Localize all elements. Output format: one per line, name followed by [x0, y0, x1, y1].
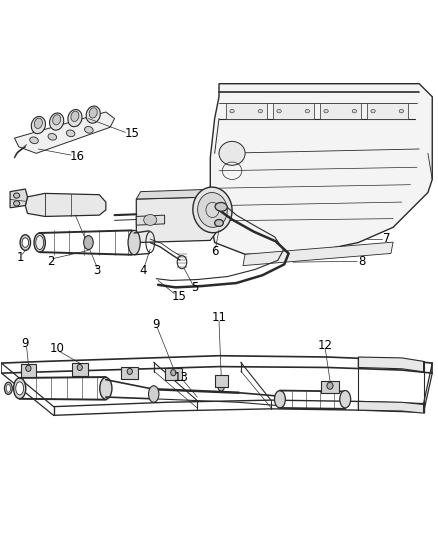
Polygon shape	[320, 103, 361, 118]
Text: 16: 16	[70, 150, 85, 163]
Polygon shape	[358, 357, 424, 372]
Ellipse shape	[31, 116, 46, 134]
Polygon shape	[226, 103, 267, 118]
Ellipse shape	[324, 109, 328, 113]
Polygon shape	[243, 242, 393, 265]
Text: 11: 11	[212, 311, 226, 325]
Ellipse shape	[68, 109, 82, 127]
Ellipse shape	[36, 236, 44, 249]
Text: 15: 15	[124, 127, 139, 140]
Ellipse shape	[218, 384, 224, 391]
Ellipse shape	[77, 365, 82, 370]
Ellipse shape	[49, 113, 64, 130]
Ellipse shape	[20, 235, 31, 251]
Ellipse shape	[352, 109, 357, 113]
Ellipse shape	[171, 370, 176, 376]
Text: 13: 13	[174, 371, 189, 384]
Ellipse shape	[84, 236, 93, 249]
Polygon shape	[215, 375, 228, 387]
Ellipse shape	[22, 238, 28, 247]
Polygon shape	[21, 364, 36, 377]
Ellipse shape	[26, 365, 31, 372]
Ellipse shape	[230, 109, 234, 113]
Ellipse shape	[148, 386, 159, 402]
Polygon shape	[25, 193, 106, 216]
Polygon shape	[165, 368, 182, 380]
Text: 9: 9	[152, 318, 159, 331]
Text: 15: 15	[172, 289, 187, 303]
Polygon shape	[210, 84, 432, 254]
Polygon shape	[121, 367, 138, 379]
Polygon shape	[136, 215, 165, 225]
Ellipse shape	[66, 130, 75, 136]
Polygon shape	[72, 363, 88, 376]
Ellipse shape	[340, 391, 351, 408]
Ellipse shape	[198, 192, 227, 227]
Text: 6: 6	[211, 245, 219, 258]
Ellipse shape	[16, 382, 24, 395]
Ellipse shape	[14, 193, 20, 198]
Ellipse shape	[100, 377, 112, 399]
Ellipse shape	[305, 109, 310, 113]
Polygon shape	[358, 401, 424, 413]
Ellipse shape	[144, 214, 157, 225]
Ellipse shape	[258, 109, 262, 113]
Ellipse shape	[219, 141, 245, 165]
Text: 2: 2	[47, 255, 54, 268]
Ellipse shape	[34, 118, 42, 128]
Text: 5: 5	[191, 281, 199, 294]
Text: 4: 4	[139, 264, 147, 277]
Ellipse shape	[6, 384, 11, 392]
Polygon shape	[367, 103, 408, 118]
Ellipse shape	[193, 187, 232, 233]
Ellipse shape	[30, 137, 38, 143]
Ellipse shape	[86, 106, 100, 123]
Polygon shape	[272, 103, 314, 118]
Text: 10: 10	[49, 342, 64, 355]
Ellipse shape	[48, 133, 57, 140]
Ellipse shape	[371, 109, 375, 113]
Ellipse shape	[14, 378, 26, 399]
Ellipse shape	[215, 203, 227, 211]
Ellipse shape	[14, 201, 20, 206]
Ellipse shape	[275, 391, 286, 408]
Text: 1: 1	[17, 251, 24, 264]
Ellipse shape	[53, 115, 61, 125]
Ellipse shape	[4, 382, 12, 394]
Text: 7: 7	[383, 232, 390, 245]
Ellipse shape	[85, 126, 93, 133]
Polygon shape	[321, 381, 339, 393]
Ellipse shape	[34, 233, 46, 252]
Ellipse shape	[89, 108, 97, 118]
Polygon shape	[14, 112, 115, 154]
Text: 8: 8	[358, 255, 365, 268]
Ellipse shape	[277, 109, 281, 113]
Text: 3: 3	[93, 264, 101, 277]
Ellipse shape	[327, 382, 333, 389]
Polygon shape	[136, 189, 219, 199]
Ellipse shape	[399, 109, 403, 113]
Text: 9: 9	[21, 337, 29, 351]
Polygon shape	[10, 189, 28, 208]
Ellipse shape	[71, 111, 79, 122]
Polygon shape	[136, 197, 219, 243]
Text: 12: 12	[318, 339, 333, 352]
Ellipse shape	[127, 368, 132, 375]
Ellipse shape	[215, 220, 223, 227]
Ellipse shape	[128, 230, 140, 255]
